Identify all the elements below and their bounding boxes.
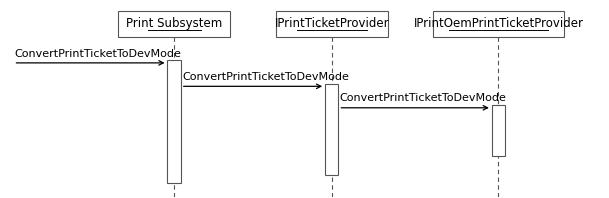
FancyBboxPatch shape: [325, 84, 339, 175]
FancyBboxPatch shape: [492, 105, 505, 156]
FancyBboxPatch shape: [276, 11, 388, 36]
Text: IPrintTicketProvider: IPrintTicketProvider: [275, 17, 389, 30]
Text: ConvertPrintTicketToDevMode: ConvertPrintTicketToDevMode: [182, 72, 349, 82]
Text: ConvertPrintTicketToDevMode: ConvertPrintTicketToDevMode: [340, 93, 507, 104]
FancyBboxPatch shape: [118, 11, 230, 36]
Text: Print Subsystem: Print Subsystem: [126, 17, 222, 30]
FancyBboxPatch shape: [167, 60, 181, 183]
FancyBboxPatch shape: [433, 11, 563, 36]
Text: ConvertPrintTicketToDevMode: ConvertPrintTicketToDevMode: [15, 49, 181, 59]
Text: IPrintOemPrintTicketProvider: IPrintOemPrintTicketProvider: [414, 17, 583, 30]
